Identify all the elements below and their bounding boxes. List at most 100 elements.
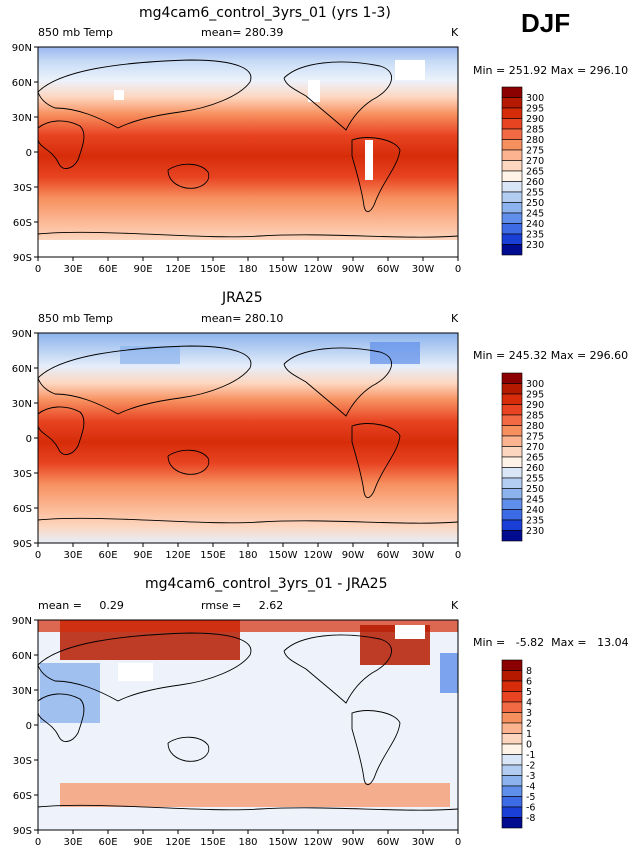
panel-1-title: mg4cam6_control_3yrs_01 (yrs 1-3) — [139, 5, 391, 21]
coast-eurasia — [37, 59, 252, 129]
panel-3-missing-tibet — [118, 663, 153, 681]
panel-2-minmax: Min = 245.32 Max = 296.60 — [473, 349, 629, 362]
panel-1-colorbar: 3002952902852802752702652602552502452402… — [501, 86, 544, 256]
colorbar-swatch — [501, 139, 523, 151]
colorbar-swatch — [501, 775, 523, 787]
panel-3-cool-atlantic — [440, 653, 458, 693]
panel-1-variable-label: 850 mb Temp — [38, 26, 114, 39]
colorbar-swatch — [501, 509, 523, 521]
lat-tick-label: 30S — [13, 183, 32, 194]
colorbar-label: 295 — [526, 390, 544, 401]
coast-antarctica — [37, 517, 459, 524]
colorbar-swatch — [501, 425, 523, 437]
lon-tick-label: 30W — [412, 837, 435, 848]
colorbar-label: 295 — [526, 104, 544, 115]
coast-north-america — [283, 61, 392, 131]
lat-tick-label: 30S — [13, 469, 32, 480]
lon-tick-label: 0 — [35, 550, 41, 561]
panel-3-missing-greenland — [395, 625, 425, 639]
coast-south-america — [351, 710, 401, 786]
colorbar-swatch — [501, 181, 523, 193]
colorbar-label: -2 — [526, 761, 535, 772]
colorbar-label: 230 — [526, 240, 544, 251]
colorbar-swatch — [501, 530, 523, 542]
lon-tick-label: 150W — [269, 550, 298, 561]
panel-3-warm-south — [60, 783, 450, 807]
colorbar-label: 265 — [526, 453, 544, 464]
lat-tick-label: 90N — [12, 43, 32, 54]
panel-1-units: K — [451, 26, 459, 39]
lat-tick-label: 0 — [26, 721, 32, 732]
colorbar-label: -4 — [526, 782, 535, 793]
colorbar-label: 270 — [526, 156, 544, 167]
coast-eurasia — [37, 632, 252, 702]
colorbar-swatch — [501, 97, 523, 109]
colorbar-swatch — [501, 404, 523, 416]
panel-2-title: JRA25 — [222, 290, 263, 306]
colorbar-swatch — [501, 712, 523, 724]
lon-tick-label: 0 — [455, 550, 461, 561]
colorbar-swatch — [501, 86, 523, 98]
coast-africa — [37, 406, 85, 455]
colorbar-label: 240 — [526, 505, 544, 516]
colorbar-swatch — [501, 202, 523, 214]
lon-tick-label: 0 — [455, 264, 461, 275]
colorbar-label: -3 — [526, 771, 535, 782]
colorbar-swatch — [501, 467, 523, 479]
lon-tick-label: 30W — [412, 550, 435, 561]
panel-3-title: mg4cam6_control_3yrs_01 - JRA25 — [145, 576, 388, 592]
colorbar-swatch — [501, 701, 523, 713]
colorbar-label: 290 — [526, 114, 544, 125]
panel-3-mean-label: mean = 0.29 — [38, 599, 124, 612]
panel-2-field — [38, 333, 458, 543]
lon-tick-label: 60E — [98, 264, 117, 275]
lon-tick-label: 0 — [35, 264, 41, 275]
colorbar-swatch — [501, 233, 523, 245]
colorbar-swatch — [501, 488, 523, 500]
panel-3-coastlines — [37, 632, 459, 811]
panel-1-missing-antarctica — [38, 240, 458, 257]
colorbar-swatch — [501, 149, 523, 161]
colorbar-swatch — [501, 393, 523, 405]
colorbar-label: 250 — [526, 484, 544, 495]
colorbar-swatch — [501, 680, 523, 692]
colorbar-label: 300 — [526, 379, 544, 390]
colorbar-label: 255 — [526, 474, 544, 485]
lat-tick-label: 90S — [13, 253, 32, 264]
colorbar-label: 230 — [526, 526, 544, 537]
colorbar-label: -5 — [526, 792, 535, 803]
lat-tick-label: 60N — [12, 651, 32, 662]
colorbar-swatch — [501, 160, 523, 172]
lat-tick-label: 90S — [13, 539, 32, 550]
lon-tick-label: 90E — [133, 837, 152, 848]
colorbar-swatch — [501, 796, 523, 808]
colorbar-label: 290 — [526, 400, 544, 411]
colorbar-label: 270 — [526, 442, 544, 453]
panel-3-cool-africa — [40, 663, 100, 723]
coast-antarctica — [37, 231, 459, 238]
colorbar-label: 280 — [526, 135, 544, 146]
lat-tick-label: 30S — [13, 756, 32, 767]
panel-2-variable-label: 850 mb Temp — [38, 312, 114, 325]
colorbar-label: 285 — [526, 125, 544, 136]
colorbar-label: 1 — [526, 729, 532, 740]
colorbar-label: 4 — [526, 698, 532, 709]
colorbar-swatch — [501, 212, 523, 224]
panel-3-rmse-label: rmse = 2.62 — [201, 599, 284, 612]
lon-tick-label: 180 — [238, 550, 257, 561]
lon-tick-label: 120E — [165, 550, 190, 561]
lon-tick-label: 60W — [377, 550, 400, 561]
coast-antarctica — [37, 804, 459, 811]
colorbar-swatch — [501, 764, 523, 776]
colorbar-label: -8 — [526, 813, 535, 824]
colorbar-label: 245 — [526, 209, 544, 220]
panel-2-coastlines — [37, 345, 459, 524]
colorbar-swatch — [501, 107, 523, 119]
panel-1-missing-andes — [365, 140, 373, 180]
lon-tick-label: 30W — [412, 264, 435, 275]
lon-tick-label: 150E — [200, 550, 225, 561]
colorbar-swatch — [501, 435, 523, 447]
colorbar-swatch — [501, 477, 523, 489]
lon-tick-label: 120E — [165, 837, 190, 848]
